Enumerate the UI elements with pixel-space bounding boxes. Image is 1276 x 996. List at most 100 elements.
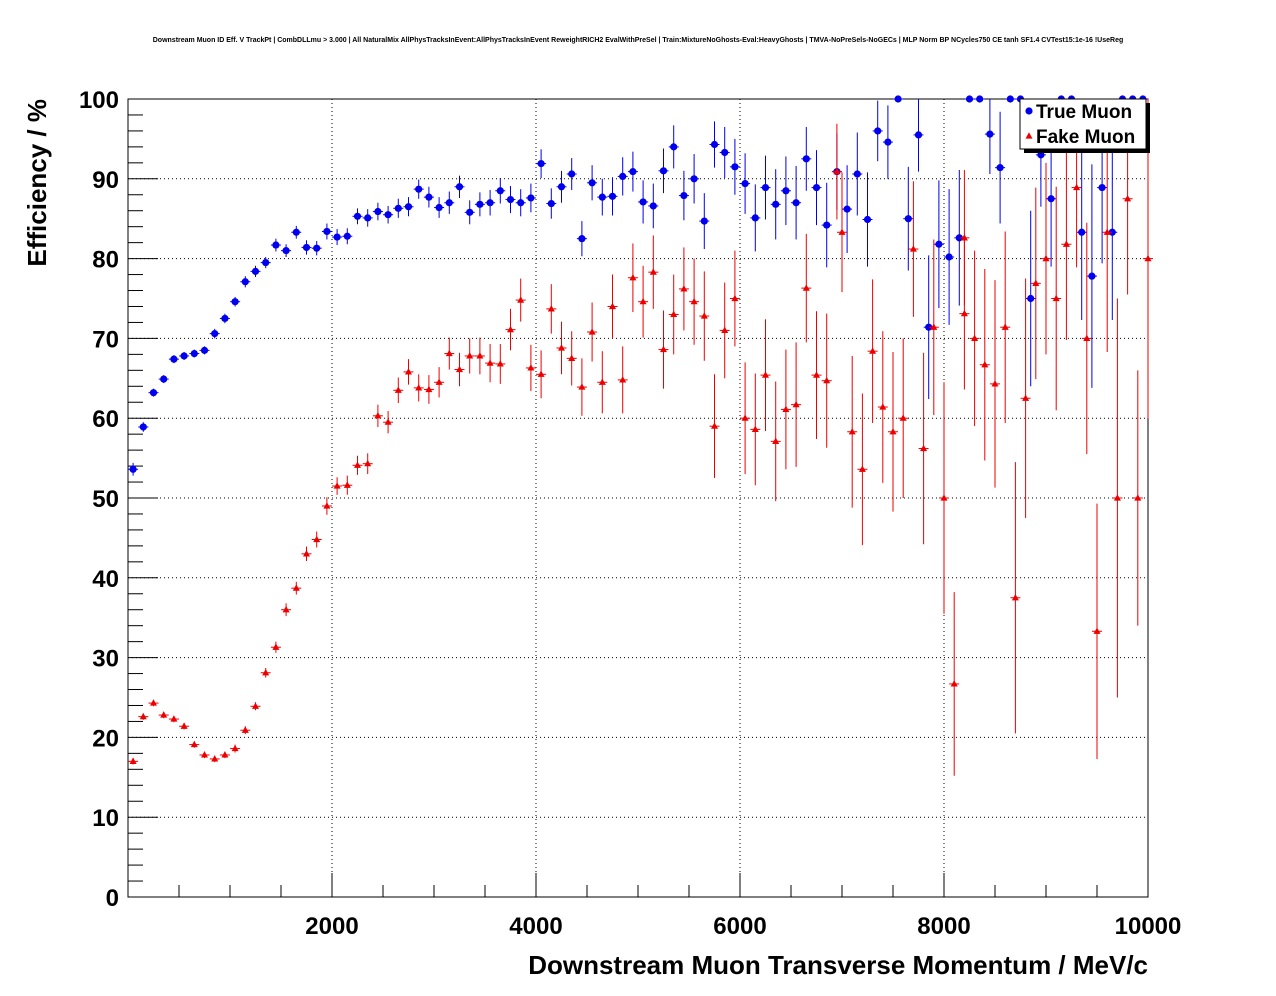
marker-circle	[292, 228, 300, 236]
data-point	[969, 250, 980, 427]
marker-triangle	[201, 751, 208, 758]
marker-triangle	[899, 414, 907, 421]
marker-circle	[374, 207, 382, 216]
x-axis-label: Downstream Muon Transverse Momentum / Me…	[528, 950, 1148, 980]
data-point	[898, 338, 909, 498]
marker-triangle	[858, 465, 866, 472]
marker-circle	[262, 258, 270, 267]
marker-circle	[384, 211, 392, 219]
marker-triangle	[588, 328, 596, 335]
marker-triangle	[292, 584, 300, 591]
data-point	[709, 121, 720, 168]
data-point	[219, 751, 230, 759]
data-point	[546, 284, 557, 334]
data-point	[332, 477, 343, 495]
marker-circle	[751, 214, 759, 222]
marker-triangle	[139, 712, 147, 720]
marker-triangle	[991, 380, 999, 387]
marker-triangle	[960, 309, 968, 317]
series-true-muon	[128, 95, 1148, 476]
data-point	[352, 208, 363, 225]
data-point	[770, 169, 781, 240]
data-point	[209, 328, 220, 339]
marker-triangle	[323, 502, 331, 509]
marker-triangle	[170, 715, 178, 722]
marker-triangle	[731, 294, 739, 302]
data-point	[260, 257, 271, 269]
data-point	[760, 155, 771, 220]
data-point	[240, 726, 251, 735]
chart-title: Downstream Muon ID Eff. V TrackPt | Comb…	[153, 37, 1124, 44]
marker-triangle	[639, 297, 647, 305]
marker-triangle	[558, 344, 565, 351]
marker-triangle	[649, 268, 657, 275]
marker-circle	[741, 179, 749, 188]
data-point	[393, 198, 404, 218]
marker-triangle	[981, 360, 989, 368]
data-point	[383, 411, 394, 434]
marker-circle	[782, 187, 790, 195]
marker-circle	[129, 465, 137, 473]
x-tick-label: 10000	[1115, 913, 1182, 940]
data-point	[158, 711, 169, 719]
marker-triangle	[150, 699, 157, 706]
marker-circle	[874, 127, 882, 135]
marker-circle	[965, 95, 974, 103]
marker-triangle	[547, 305, 555, 312]
data-point	[576, 221, 587, 257]
marker-triangle	[1093, 627, 1101, 634]
data-point	[719, 126, 730, 179]
data-point	[230, 744, 241, 753]
marker-circle	[282, 247, 290, 255]
data-point	[780, 349, 791, 470]
data-point	[903, 166, 914, 271]
marker-circle	[415, 185, 423, 193]
y-tick-label: 80	[92, 247, 119, 274]
marker-circle	[608, 192, 617, 200]
marker-triangle	[741, 414, 749, 421]
y-tick-label: 40	[92, 566, 119, 593]
data-point	[515, 278, 526, 322]
marker-circle	[343, 232, 351, 240]
data-point	[801, 126, 812, 191]
marker-circle	[149, 389, 158, 397]
legend-entry-label: True Muon	[1036, 102, 1132, 123]
data-point	[270, 641, 281, 653]
data-point	[908, 181, 919, 317]
marker-triangle	[272, 643, 280, 650]
data-point	[536, 350, 547, 399]
marker-triangle	[619, 376, 627, 383]
marker-triangle	[690, 297, 698, 305]
data-point	[944, 189, 955, 325]
data-point	[179, 351, 190, 360]
marker-circle	[1037, 151, 1045, 159]
data-point	[949, 592, 960, 776]
marker-triangle	[879, 403, 887, 410]
marker-circle	[914, 131, 923, 139]
data-point	[913, 99, 924, 172]
data-point	[678, 170, 689, 221]
marker-triangle	[629, 273, 637, 281]
data-point	[423, 375, 434, 404]
y-tick-label: 100	[79, 87, 119, 114]
data-point	[434, 367, 445, 398]
data-point	[342, 228, 353, 245]
data-point	[888, 351, 898, 512]
y-axis-label: Efficiency / %	[22, 99, 52, 267]
data-point	[556, 170, 567, 203]
data-point	[729, 250, 740, 347]
marker-circle	[843, 205, 851, 213]
axis-ticks: 2000 4000 6000 8000 10000 0 10 20 30 40 50 60 70 80 90…	[79, 87, 1181, 940]
marker-circle	[853, 170, 861, 178]
marker-triangle	[394, 386, 402, 393]
data-point	[240, 276, 251, 288]
marker-circle	[170, 355, 178, 363]
marker-triangle	[129, 757, 137, 764]
data-point	[984, 99, 995, 175]
data-point	[566, 158, 577, 190]
data-point	[627, 243, 638, 313]
data-point	[740, 153, 751, 214]
data-point	[821, 182, 832, 268]
data-point	[464, 338, 475, 374]
marker-triangle	[537, 370, 545, 377]
